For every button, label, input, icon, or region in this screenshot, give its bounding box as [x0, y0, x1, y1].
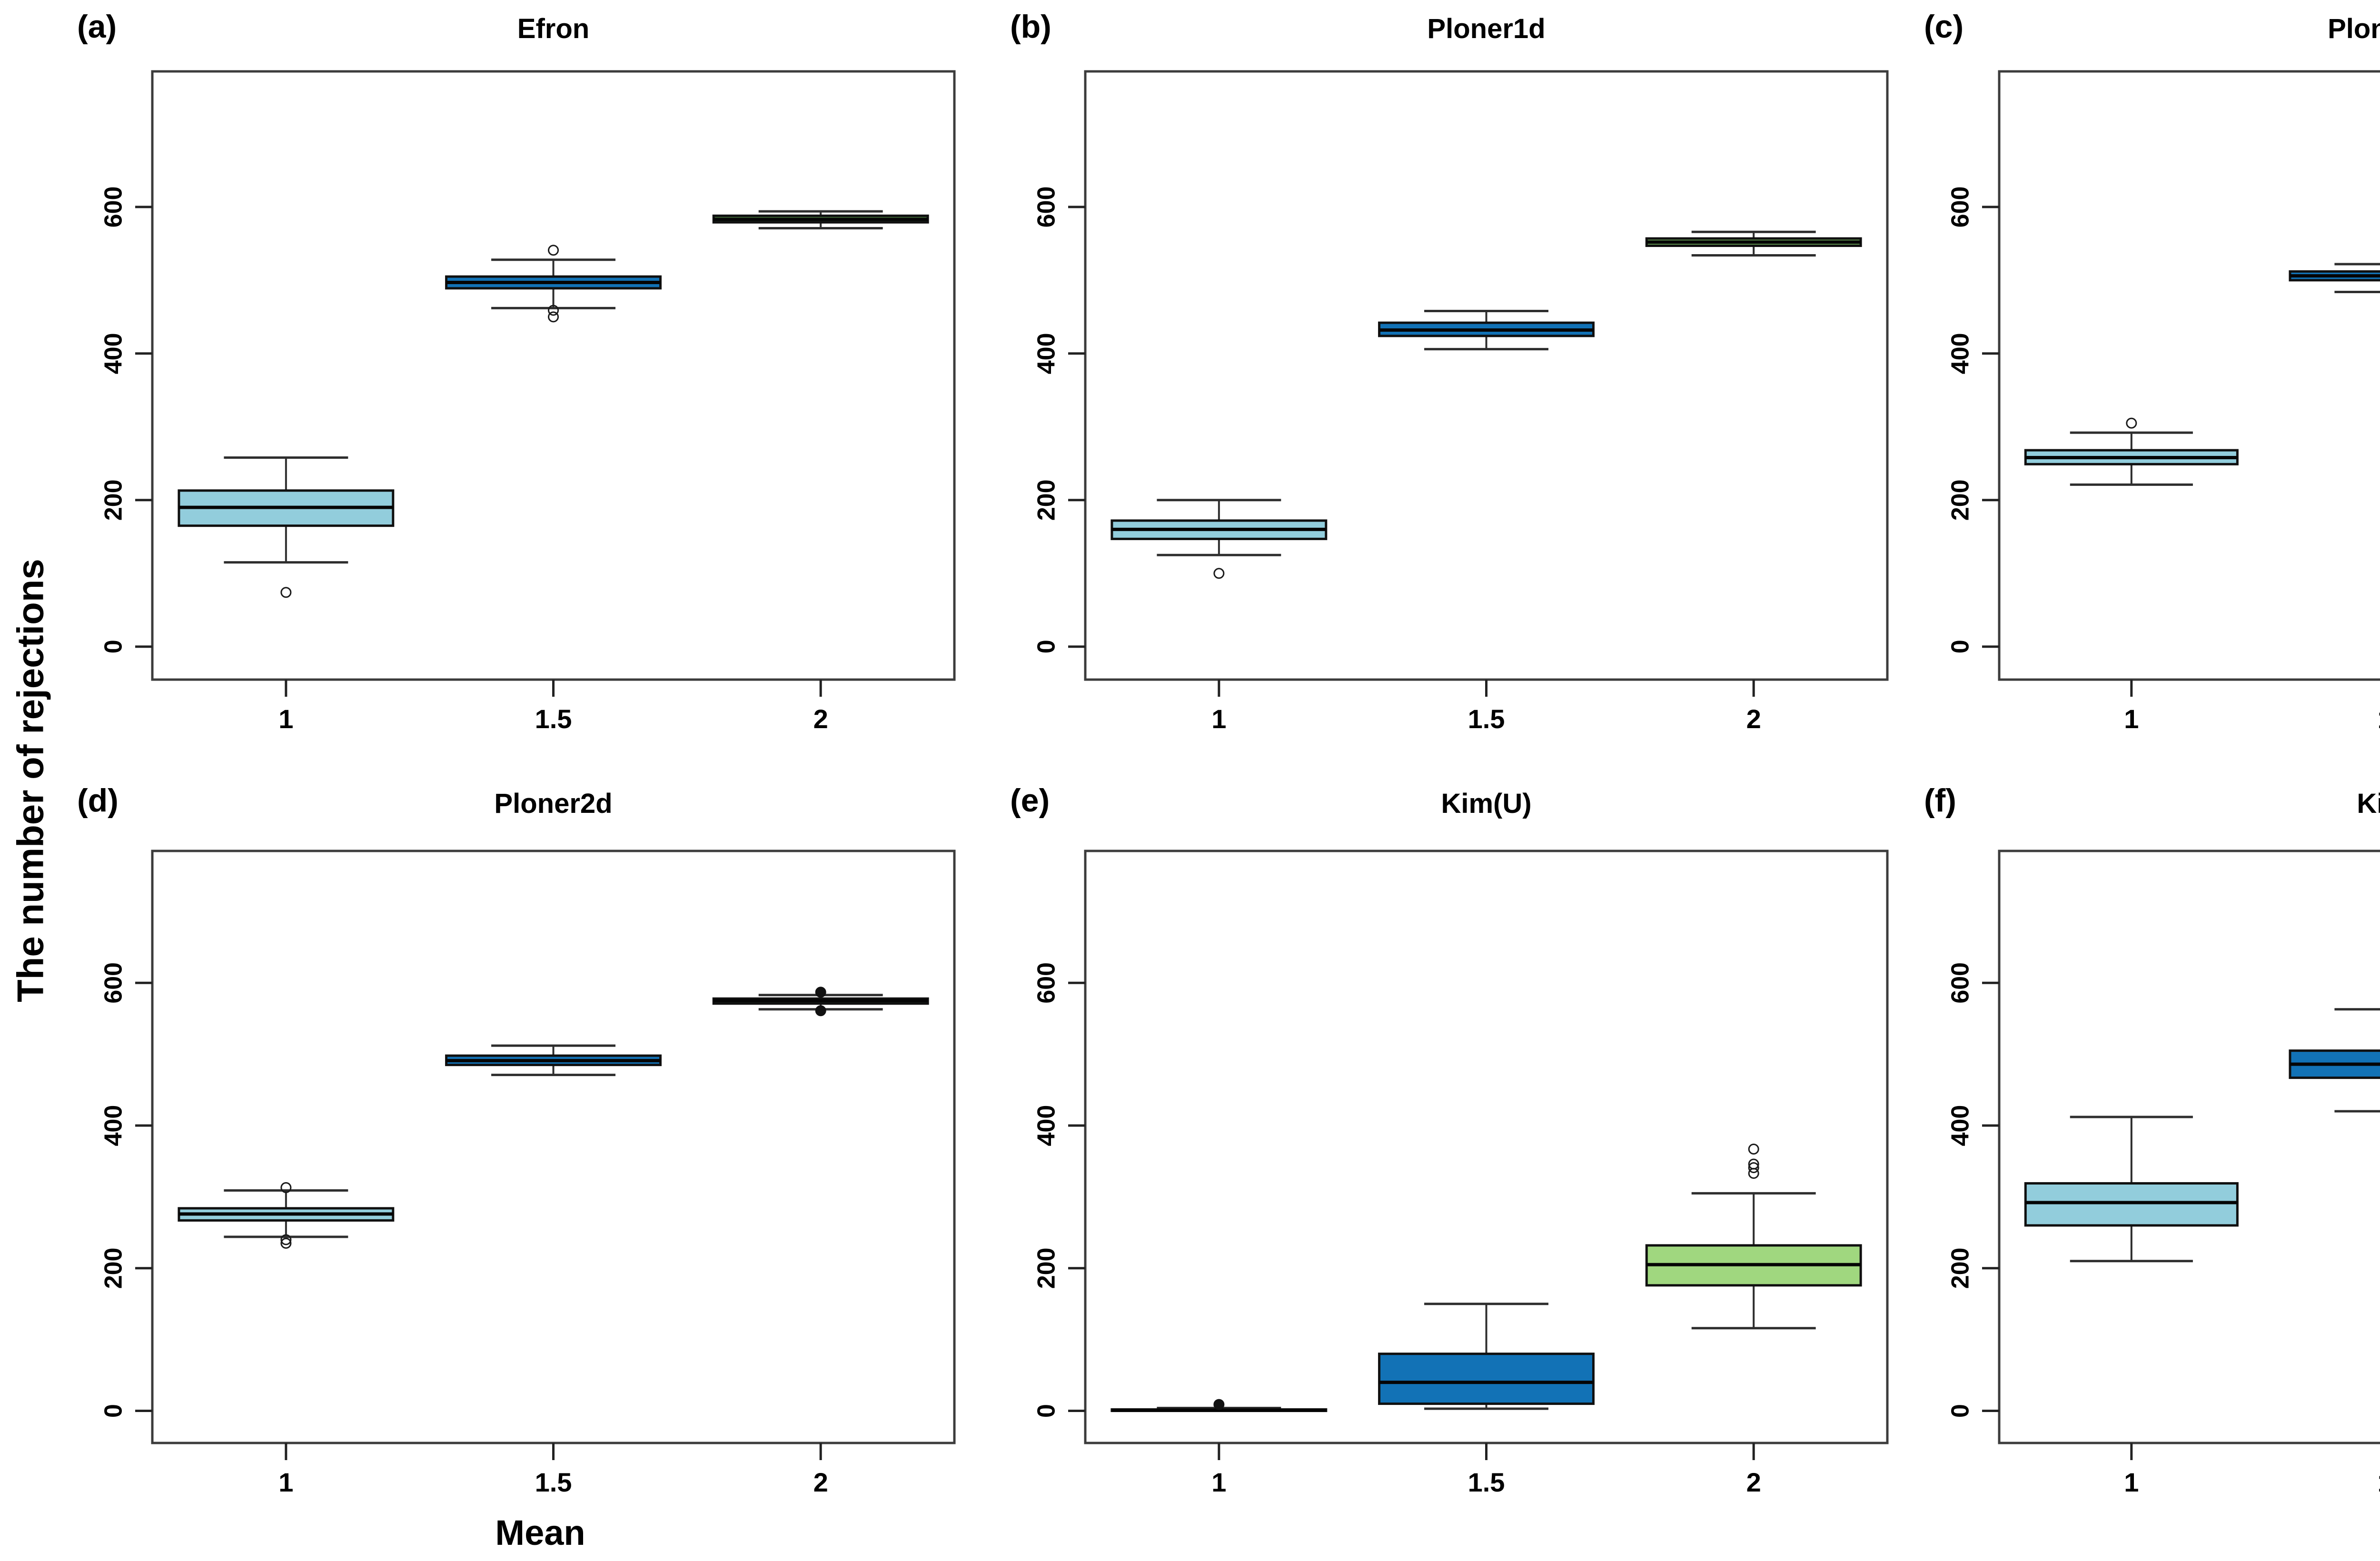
box-1.5: 1.5 [445, 1044, 662, 1497]
panel-title: Efron [517, 13, 590, 44]
svg-text:400: 400 [100, 1105, 128, 1146]
box-2: 2 [1645, 1143, 1862, 1497]
panel-title: Kim(I) [2357, 788, 2380, 819]
panel-letter: (b) [1010, 9, 1051, 45]
box-1: 1 [178, 1182, 395, 1497]
boxplot-svg: 0 200 400 600 1 1.5 2 [100, 70, 956, 734]
svg-text:1.5: 1.5 [2378, 1467, 2380, 1497]
svg-text:600: 600 [1947, 186, 1974, 227]
svg-text:0: 0 [100, 640, 128, 653]
box-1.5: 1.5 [1378, 1303, 1595, 1497]
svg-text:200: 200 [100, 1247, 128, 1289]
svg-text:1: 1 [278, 1467, 293, 1497]
box-1: 1 [1111, 499, 1328, 734]
box-1: 1 [2024, 417, 2239, 734]
box-2: 2 [1645, 230, 1862, 734]
svg-text:1: 1 [1211, 1467, 1226, 1497]
svg-text:400: 400 [1033, 1105, 1061, 1146]
svg-text:0: 0 [1033, 1404, 1061, 1418]
svg-text:600: 600 [100, 962, 128, 1004]
plot-area: 0 200 400 600 1 1.5 2 [57, 761, 962, 1561]
boxplot-svg: 0 200 400 600 1 1.5 2 [1033, 850, 1889, 1497]
svg-text:0: 0 [1947, 1404, 1974, 1418]
svg-text:2: 2 [1746, 1467, 1761, 1497]
x-axis-label: Mean [495, 1513, 585, 1552]
box-1: 1 [2024, 1116, 2239, 1497]
svg-text:200: 200 [1033, 479, 1061, 521]
svg-text:200: 200 [1947, 1247, 1974, 1289]
box-2: 2 [712, 987, 929, 1497]
box-1.5: 1.5 [445, 245, 662, 734]
svg-text:600: 600 [1033, 962, 1061, 1004]
svg-text:2: 2 [813, 1467, 828, 1497]
svg-text:0: 0 [100, 1404, 128, 1418]
panel-kim-u: (e) Kim(U) 0 200 400 600 1 1.5 2 [990, 761, 1894, 1561]
plot-area: 0 200 400 600 1 1.5 2 [990, 761, 1894, 1561]
panel-letter: (e) [1010, 782, 1050, 819]
box-2: 2 [712, 210, 929, 734]
svg-text:400: 400 [1033, 333, 1061, 374]
svg-text:1: 1 [2124, 1467, 2139, 1497]
svg-text:1.5: 1.5 [535, 704, 572, 734]
svg-text:400: 400 [1947, 333, 1974, 374]
box-1: 1 [1111, 1399, 1328, 1497]
box-1: 1 [178, 456, 395, 734]
svg-text:1.5: 1.5 [1468, 1467, 1505, 1497]
svg-text:1.5: 1.5 [1468, 704, 1505, 734]
panel-letter: (c) [1924, 9, 1964, 45]
svg-text:400: 400 [1947, 1105, 1974, 1146]
boxplot-svg: 0 200 400 600 1 1.5 2 [1033, 70, 1889, 734]
panel-letter: (d) [77, 782, 119, 819]
svg-text:600: 600 [1033, 186, 1061, 227]
svg-text:1.5: 1.5 [535, 1467, 572, 1497]
panel-ploner2d: (d) Ploner2d 0 200 400 600 1 1.5 2 [57, 761, 962, 1561]
panel-ploner1d: (b) Ploner1d 0 200 400 600 1 1.5 2 [990, 0, 1894, 735]
box-1.5: 1.5 [2289, 1008, 2380, 1497]
svg-text:0: 0 [1947, 640, 1974, 653]
panel-title: Ploner1d [1427, 13, 1546, 44]
panel-letter: (f) [1924, 782, 1956, 819]
panel-efron: (a) Efron 0 200 400 600 1 1.5 2 [57, 0, 962, 735]
svg-text:2: 2 [1746, 704, 1761, 734]
box-1.5: 1.5 [1378, 310, 1595, 734]
y-axis-label: The number of rejections [9, 559, 51, 1002]
svg-text:2: 2 [813, 704, 828, 734]
svg-text:1: 1 [2124, 704, 2139, 734]
svg-text:400: 400 [100, 333, 128, 374]
svg-text:600: 600 [1947, 962, 1974, 1004]
svg-text:0: 0 [1033, 640, 1061, 653]
panel-title: Ploner2d [494, 788, 613, 819]
panel-title: Ploner1dE [2328, 13, 2380, 44]
svg-text:200: 200 [1033, 1247, 1061, 1289]
svg-text:1: 1 [278, 704, 293, 734]
svg-text:200: 200 [100, 479, 128, 521]
boxplot-svg: 0 200 400 600 1 1.5 2 [100, 850, 956, 1497]
panel-letter: (a) [77, 9, 117, 45]
svg-text:600: 600 [100, 186, 128, 227]
box-1.5: 1.5 [2289, 263, 2380, 734]
svg-text:1.5: 1.5 [2378, 704, 2380, 734]
svg-text:1: 1 [1211, 704, 1226, 734]
plot-area: 0 200 400 600 1 1.5 2 [990, 0, 1894, 738]
svg-text:200: 200 [1947, 479, 1974, 521]
plot-area: 0 200 400 600 1 1.5 2 [57, 0, 962, 738]
panel-title: Kim(U) [1441, 788, 1532, 819]
